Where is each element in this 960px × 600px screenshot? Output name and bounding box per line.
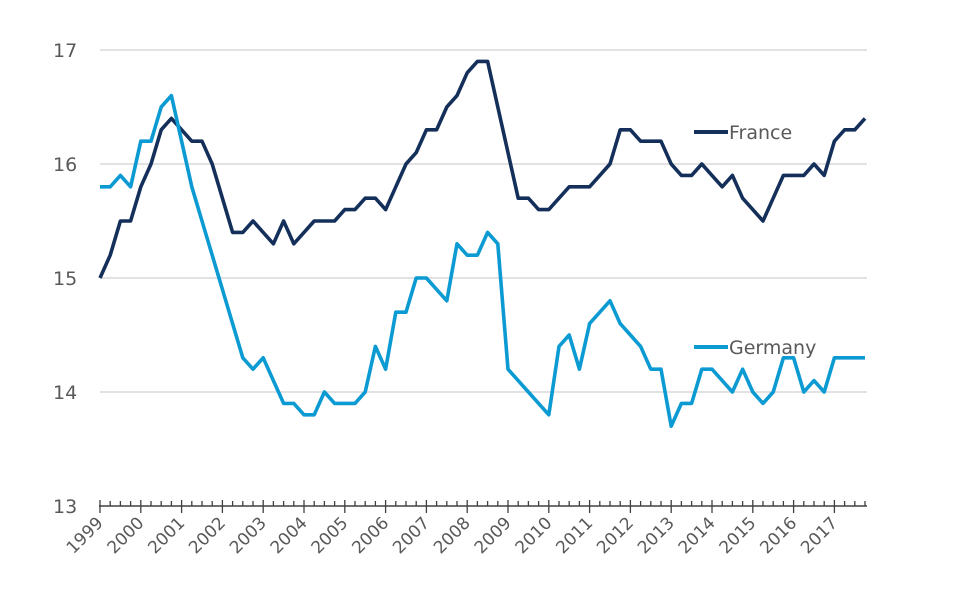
x-tick-label: 2002 <box>185 513 230 558</box>
series-line-france <box>98 59 867 279</box>
x-tick-label: 2017 <box>797 513 842 558</box>
x-tick-label: 2012 <box>593 513 638 558</box>
y-tick-label: 13 <box>53 496 77 518</box>
x-tick-label: 2013 <box>634 513 679 558</box>
legend: France Germany <box>694 122 816 359</box>
x-tick-label: 2010 <box>512 513 557 558</box>
x-tick-label: 2004 <box>267 513 312 558</box>
y-tick-label: 15 <box>53 268 77 290</box>
x-tick-label: 2016 <box>756 513 801 558</box>
x-tick-label: 2000 <box>104 513 149 558</box>
legend-label-france: France <box>729 122 792 144</box>
x-tick-label: 2006 <box>348 513 393 558</box>
x-tick-label: 2014 <box>675 513 720 558</box>
series-line-germany <box>100 93 865 429</box>
y-tick-label: 14 <box>53 382 77 404</box>
x-tick-label: 2007 <box>389 513 434 558</box>
x-tick-label: 2008 <box>430 513 475 558</box>
x-tick-label: 2011 <box>552 513 597 558</box>
x-tick-label: 2009 <box>471 513 516 558</box>
y-tick-label: 17 <box>53 40 77 62</box>
y-tick-label: 16 <box>53 154 77 176</box>
y-axis-ticks: 13 14 15 16 17 <box>53 40 77 518</box>
x-tick-label: 1999 <box>63 513 108 558</box>
x-tick-label: 2001 <box>144 513 189 558</box>
x-tick-label: 2015 <box>716 513 761 558</box>
x-tick-label: 2003 <box>226 513 271 558</box>
x-tick-label: 2005 <box>308 513 353 558</box>
legend-label-germany: Germany <box>729 337 816 359</box>
series-lines <box>98 59 867 429</box>
gridlines <box>100 49 867 393</box>
x-axis: 1999200020012002200320042005200620072008… <box>63 500 867 558</box>
